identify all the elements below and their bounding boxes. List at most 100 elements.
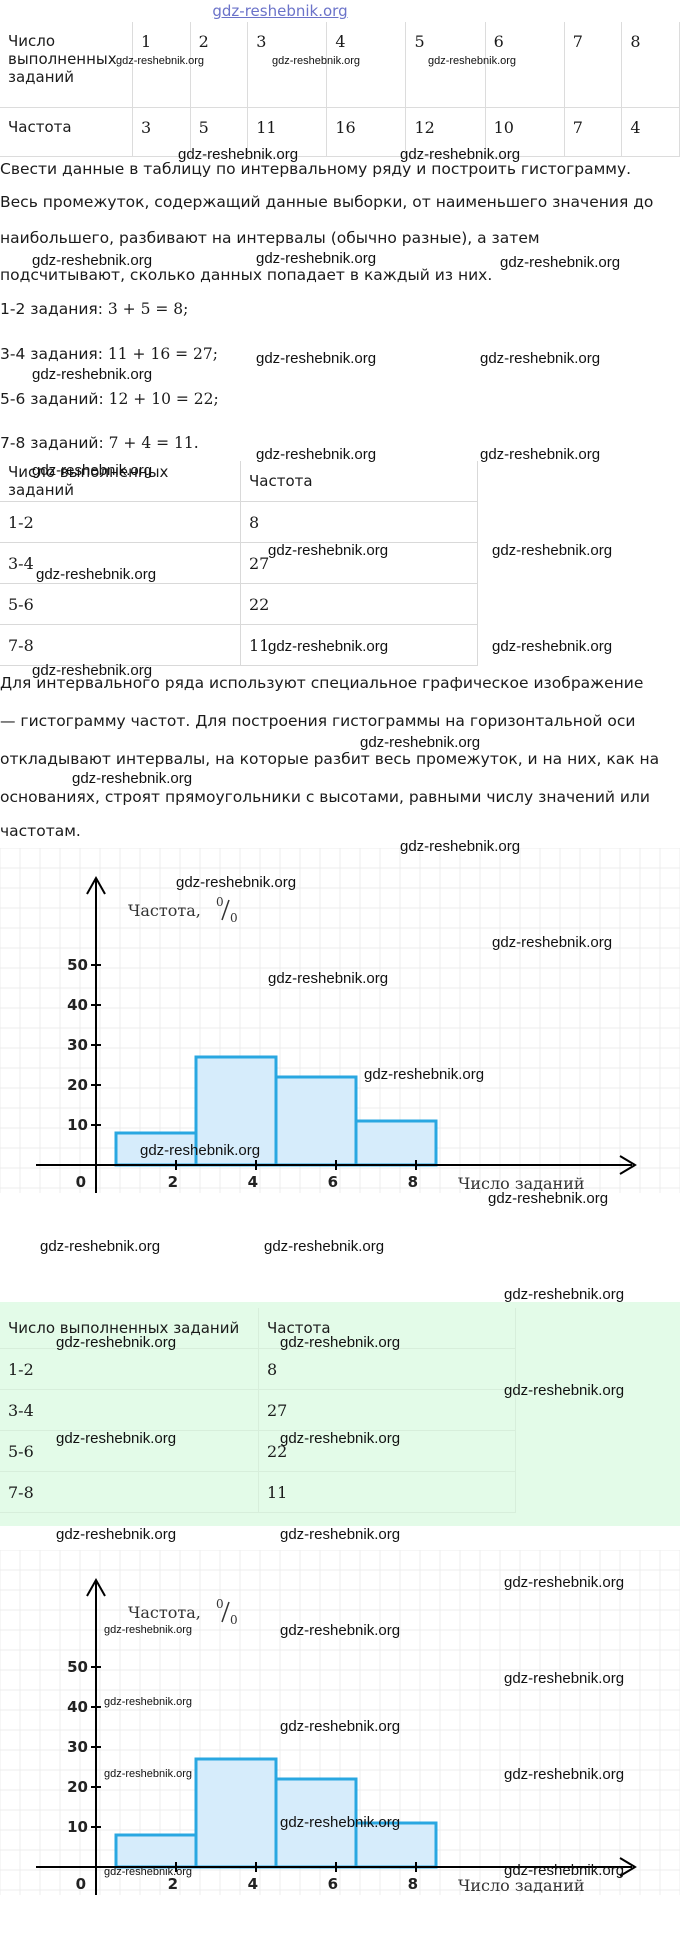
frequency-cell: 12 [405, 107, 486, 157]
watermark: gdz-reshebnik.org [480, 446, 601, 463]
watermark: gdz-reshebnik.org [272, 55, 361, 67]
paragraph-line: основаниях, строят прямоугольники с высо… [0, 788, 650, 806]
frequency-cell: 11 [240, 624, 478, 666]
paragraph-line: наибольшего, разбивают на интервалы (обы… [0, 229, 540, 247]
watermark: gdz-reshebnik.org [104, 1696, 193, 1708]
watermark: gdz-reshebnik.org [280, 1814, 401, 1831]
watermark: gdz-reshebnik.org [32, 462, 153, 479]
table-row: Частота 3 5 11 16 12 10 7 4 [0, 107, 680, 157]
calc-line: 5-6 заданий: 12 + 10 = 22; [0, 388, 680, 410]
histogram-bar-3-4 [194, 1757, 278, 1869]
watermark: gdz-reshebnik.org [140, 1142, 261, 1159]
paragraph-line: частотам. [0, 822, 81, 840]
table-row: 7-8 11 [0, 624, 478, 666]
watermark: gdz-reshebnik.org [504, 1574, 625, 1591]
interval-cell: 7-8 [0, 624, 241, 666]
table-header-row: Число выполненных заданий Частота [0, 461, 478, 502]
paragraph-line: — гистограмму частот. Для построения гис… [0, 712, 636, 730]
watermark: gdz-reshebnik.org [116, 55, 205, 67]
column-header-interval: Число выполненных заданий [0, 461, 241, 502]
watermark: gdz-reshebnik.org [256, 350, 377, 367]
y-axis-unit-slash [221, 1601, 230, 1623]
y-axis-title: Частота, [128, 1603, 201, 1622]
x-tick-label: 6 [328, 1875, 338, 1893]
watermark: gdz-reshebnik.org [480, 350, 601, 367]
watermark: gdz-reshebnik.org [488, 1190, 609, 1207]
frequency-cell: 22 [240, 583, 478, 625]
frequency-table: Число выполненных заданий 1 2 3 4 5 6 7 … [0, 22, 680, 157]
watermark: gdz-reshebnik.org [400, 146, 521, 163]
watermark: gdz-reshebnik.org [280, 1718, 401, 1735]
watermark: gdz-reshebnik.org [56, 1430, 177, 1447]
watermark: gdz-reshebnik.org [504, 1286, 625, 1303]
watermark: gdz-reshebnik.org [36, 566, 157, 583]
calc-expression: 11 + 16 = 27; [107, 345, 218, 363]
interval-cell: 5-6 [0, 1430, 259, 1472]
calc-label: 5-6 заданий: [0, 390, 104, 408]
paragraph-line: Для интервального ряда используют специа… [0, 674, 644, 692]
y-tick-label: 10 [67, 1116, 88, 1134]
y-axis-arrow [86, 875, 106, 895]
row-header-count: Число выполненных заданий [0, 22, 133, 108]
y-axis-unit-num: 0 [216, 895, 224, 909]
table-row: 1-2 8 [0, 1348, 516, 1390]
site-header-link[interactable]: gdz-reshebnik.org [212, 2, 348, 20]
y-axis-unit-slash [221, 899, 230, 921]
watermark: gdz-reshebnik.org [104, 1768, 193, 1780]
calc-label: 3-4 задания: [0, 345, 103, 363]
count-cell: 2 [190, 22, 249, 108]
calc-line: 3-4 задания: 11 + 16 = 27; [0, 343, 680, 365]
watermark: gdz-reshebnik.org [176, 874, 297, 891]
watermark: gdz-reshebnik.org [268, 638, 389, 655]
watermark: gdz-reshebnik.org [400, 838, 521, 855]
watermark: gdz-reshebnik.org [104, 1866, 193, 1878]
row-header-frequency: Частота [0, 107, 133, 157]
frequency-cell: 16 [326, 107, 407, 157]
watermark: gdz-reshebnik.org [360, 734, 481, 751]
x-tick-label: 2 [168, 1875, 178, 1893]
paragraph-line: откладывают интервалы, на которые разбит… [0, 750, 660, 768]
table-header-row: Число выполненных заданий Частота [0, 1308, 516, 1349]
task-statement: Свести данные в таблицу по интервальному… [0, 160, 632, 178]
watermark: gdz-reshebnik.org [504, 1382, 625, 1399]
calc-label: 1-2 задания: [0, 300, 103, 318]
watermark: gdz-reshebnik.org [32, 366, 153, 383]
y-tick-label: 40 [67, 1698, 88, 1716]
paragraph-line: Весь промежуток, содержащий данные выбор… [0, 193, 654, 211]
count-cell: 3 [247, 22, 328, 108]
interval-table-highlighted: Число выполненных заданий Частота 1-2 8 … [0, 1308, 516, 1513]
watermark: gdz-reshebnik.org [280, 1526, 401, 1543]
watermark: gdz-reshebnik.org [256, 446, 377, 463]
y-tick-label: 30 [67, 1036, 88, 1054]
y-tick-label: 50 [67, 1658, 88, 1676]
x-tick-label: 4 [248, 1173, 258, 1191]
frequency-cell: 27 [240, 542, 478, 584]
watermark: gdz-reshebnik.org [280, 1430, 401, 1447]
x-tick-label: 8 [408, 1173, 418, 1191]
interval-table: Число выполненных заданий Частота 1-2 8 … [0, 461, 478, 666]
frequency-cell: 5 [190, 107, 249, 157]
watermark: gdz-reshebnik.org [32, 252, 153, 269]
watermark: gdz-reshebnik.org [280, 1622, 401, 1639]
frequency-cell: 4 [621, 107, 680, 157]
x-axis-title: Число заданий [458, 1174, 585, 1193]
frequency-cell: 8 [258, 1348, 516, 1390]
histogram-bar-5-6 [274, 1777, 358, 1869]
y-axis-unit-den: 0 [230, 1613, 238, 1627]
frequency-cell: 11 [247, 107, 328, 157]
table-row: 3-4 27 [0, 1389, 516, 1431]
interval-cell: 3-4 [0, 1389, 259, 1431]
calc-label: 7-8 заданий: [0, 434, 104, 452]
watermark: gdz-reshebnik.org [492, 638, 613, 655]
interval-cell: 7-8 [0, 1471, 259, 1513]
watermark: gdz-reshebnik.org [428, 55, 517, 67]
watermark: gdz-reshebnik.org [178, 146, 299, 163]
x-tick-label: 0 [76, 1875, 86, 1893]
watermark: gdz-reshebnik.org [268, 970, 389, 987]
watermark: gdz-reshebnik.org [492, 934, 613, 951]
watermark: gdz-reshebnik.org [104, 1624, 193, 1636]
frequency-cell: 27 [258, 1389, 516, 1431]
watermark: gdz-reshebnik.org [500, 254, 621, 271]
